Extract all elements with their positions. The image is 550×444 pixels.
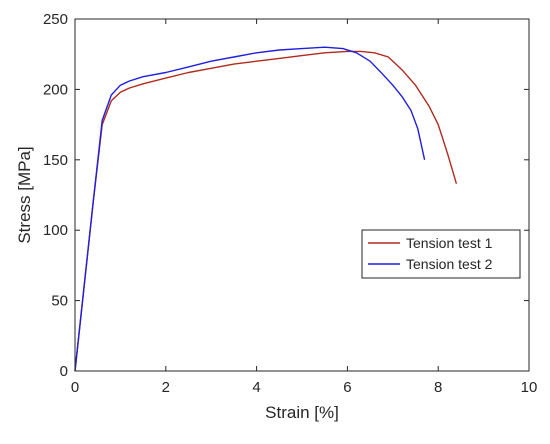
legend: Tension test 1 Tension test 2: [361, 229, 521, 279]
y-tick-label: 0: [60, 363, 68, 380]
x-tick-label: 8: [434, 379, 442, 396]
x-tick-label: 0: [71, 379, 79, 396]
legend-label-2: Tension test 2: [406, 256, 493, 272]
y-axis-title: Stress [MPa]: [15, 146, 34, 243]
legend-box: [361, 229, 521, 279]
series-line-1: [74, 50, 458, 372]
y-tick-label: 100: [43, 222, 68, 239]
plot-frame: [74, 18, 530, 372]
plot-area-background: [75, 19, 529, 371]
y-tick-label: 150: [43, 152, 68, 169]
x-tick-label: 6: [343, 379, 351, 396]
y-tick-label: 50: [51, 293, 68, 310]
x-axis-title: Strain [%]: [265, 403, 339, 422]
y-tick-label: 250: [43, 11, 68, 28]
x-tick-label: 10: [521, 379, 538, 396]
legend-label-1: Tension test 1: [406, 235, 493, 251]
series-layer: [74, 46, 458, 372]
series-line-2: [74, 46, 426, 372]
y-tick-label: 200: [43, 81, 68, 98]
x-tick-label: 4: [252, 379, 260, 396]
x-tick-label: 2: [162, 379, 170, 396]
